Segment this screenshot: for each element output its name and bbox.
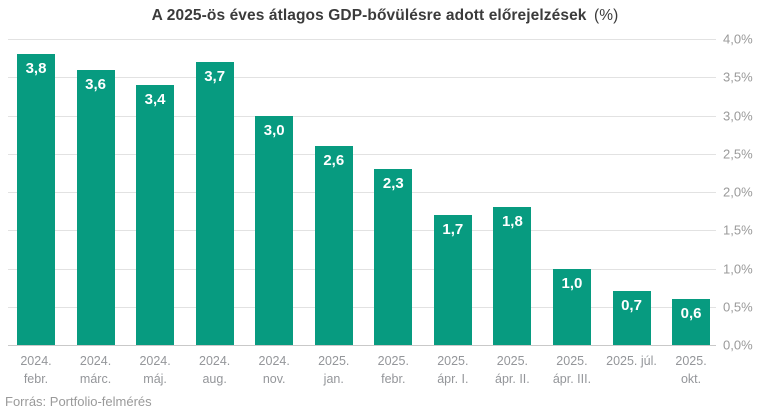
- bar[interactable]: 1,0: [552, 268, 591, 345]
- y-axis-tick-label: 1,5%: [723, 222, 753, 238]
- x-axis-tick-label: 2025. ápr. II.: [495, 354, 530, 386]
- x-axis-line: [8, 345, 716, 346]
- y-axis-tick-label: 2,0%: [723, 184, 753, 200]
- bar[interactable]: 3,7: [195, 61, 234, 345]
- bar[interactable]: 3,0: [255, 115, 294, 345]
- bar[interactable]: 1,7: [433, 214, 472, 345]
- bar[interactable]: 0,7: [612, 291, 651, 345]
- gridline: [8, 306, 716, 308]
- gridline: [8, 268, 716, 270]
- y-axis-tick-label: 0,5%: [723, 299, 753, 315]
- y-axis-tick-label: 3,0%: [723, 108, 753, 123]
- x-axis-tick-label: 2025. ápr. I.: [437, 354, 469, 386]
- bar[interactable]: 3,8: [17, 54, 55, 345]
- chart-title-unit: (%): [593, 7, 619, 24]
- bar-value-label: 0,7: [621, 297, 642, 315]
- x-axis-tick-label: 2025. jan.: [318, 354, 350, 386]
- gridline: [8, 153, 716, 155]
- bar[interactable]: 2,6: [314, 146, 353, 345]
- x-axis-tick-label: 2024. márc.: [79, 354, 112, 386]
- y-axis-tick-label: 1,0%: [723, 261, 753, 276]
- bar-value-label: 3,6: [85, 75, 106, 93]
- x-axis-tick-label: 2024. febr.: [20, 354, 52, 386]
- gridline: [8, 230, 716, 232]
- y-axis-tick-label: 0,0%: [723, 337, 753, 353]
- bar-value-label: 3,0: [263, 121, 285, 139]
- gridline: [8, 115, 716, 117]
- x-axis-tick-label: 2025. febr.: [377, 354, 409, 386]
- y-axis-tick-label: 2,5%: [723, 146, 753, 162]
- bar[interactable]: 2,3: [374, 169, 413, 345]
- bar-value-label: 3,7: [204, 67, 226, 85]
- source-note: Forrás: Portfolio-felmérés: [5, 394, 152, 409]
- chart-title: A 2025-ös éves átlagos GDP-bővülésre ado…: [0, 7, 770, 25]
- x-axis-tick-label: 2025. ápr. III.: [552, 354, 592, 386]
- y-axis-tick-label: 3,5%: [723, 69, 753, 85]
- bar-value-label: 1,0: [561, 274, 583, 292]
- x-axis-tick-label: 2025. okt.: [675, 354, 707, 386]
- bar[interactable]: 0,6: [672, 299, 711, 345]
- x-axis-tick-label: 2024. máj.: [139, 354, 171, 386]
- bar-value-label: 0,6: [680, 305, 702, 323]
- x-axis-tick-label: 2024. aug.: [199, 354, 231, 386]
- bar-value-label: 1,8: [501, 213, 523, 231]
- gridline: [8, 77, 716, 79]
- bar-value-label: 3,8: [25, 60, 47, 78]
- x-axis-tick-label: 2025. júl.: [606, 354, 657, 368]
- chart-title-text: A 2025-ös éves átlagos GDP-bővülésre ado…: [151, 7, 587, 24]
- gridline: [8, 39, 716, 40]
- bar[interactable]: 3,6: [76, 69, 115, 345]
- bar[interactable]: 3,4: [136, 84, 175, 345]
- gridline: [8, 192, 716, 193]
- bar-value-label: 3,4: [144, 90, 166, 108]
- x-axis-tick-label: 2024. nov.: [258, 354, 290, 386]
- bar[interactable]: 1,8: [493, 207, 532, 345]
- bar-value-label: 2,3: [382, 175, 404, 193]
- y-axis-tick-label: 4,0%: [723, 31, 753, 47]
- bar-value-label: 1,7: [442, 220, 464, 238]
- bar-value-label: 2,6: [323, 152, 345, 170]
